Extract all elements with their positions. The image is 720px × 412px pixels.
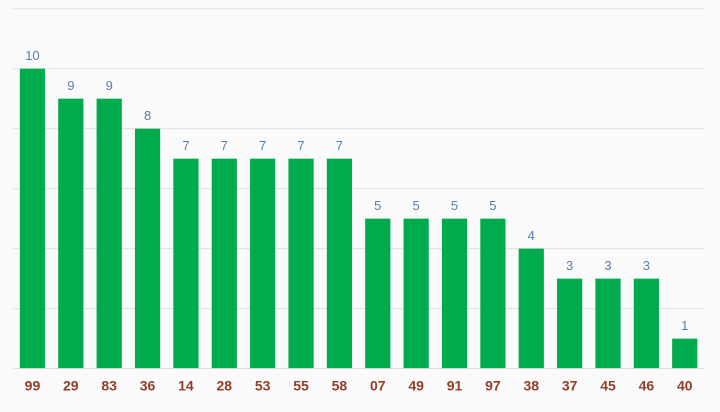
svg-text:07: 07 xyxy=(370,377,386,393)
svg-text:9: 9 xyxy=(67,78,74,93)
svg-text:58: 58 xyxy=(332,377,348,393)
svg-text:46: 46 xyxy=(639,377,655,393)
svg-text:7: 7 xyxy=(259,138,266,153)
svg-text:91: 91 xyxy=(447,377,463,393)
svg-text:8: 8 xyxy=(144,108,151,123)
svg-text:38: 38 xyxy=(523,377,539,393)
svg-text:10: 10 xyxy=(25,48,39,63)
svg-text:53: 53 xyxy=(255,377,271,393)
svg-text:5: 5 xyxy=(489,198,496,213)
svg-text:7: 7 xyxy=(336,138,343,153)
svg-text:4: 4 xyxy=(528,228,535,243)
svg-text:37: 37 xyxy=(562,377,578,393)
svg-text:97: 97 xyxy=(485,377,501,393)
svg-text:83: 83 xyxy=(101,377,117,393)
svg-text:7: 7 xyxy=(221,138,228,153)
svg-text:55: 55 xyxy=(293,377,309,393)
svg-text:49: 49 xyxy=(408,377,424,393)
svg-text:5: 5 xyxy=(413,198,420,213)
svg-text:5: 5 xyxy=(451,198,458,213)
svg-text:99: 99 xyxy=(25,377,41,393)
svg-text:5: 5 xyxy=(374,198,381,213)
svg-text:9: 9 xyxy=(106,78,113,93)
svg-text:29: 29 xyxy=(63,377,79,393)
svg-text:7: 7 xyxy=(297,138,304,153)
svg-text:28: 28 xyxy=(217,377,233,393)
svg-text:1: 1 xyxy=(681,318,688,333)
svg-text:3: 3 xyxy=(566,258,573,273)
svg-text:3: 3 xyxy=(604,258,611,273)
svg-text:40: 40 xyxy=(677,377,693,393)
svg-text:7: 7 xyxy=(182,138,189,153)
svg-text:3: 3 xyxy=(643,258,650,273)
svg-text:36: 36 xyxy=(140,377,156,393)
svg-text:14: 14 xyxy=(178,377,194,393)
svg-text:45: 45 xyxy=(600,377,616,393)
